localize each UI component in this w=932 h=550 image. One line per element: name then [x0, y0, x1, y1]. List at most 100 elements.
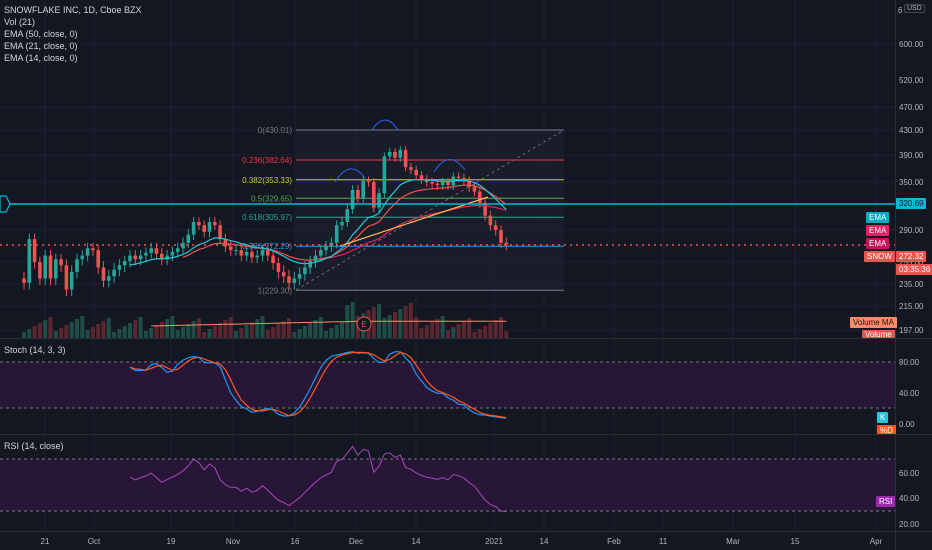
- fib-level-label: 0.5(329.65): [251, 194, 292, 203]
- rsi-axis-label: 40.00: [899, 494, 920, 503]
- volume-bar: [276, 324, 281, 338]
- volume-bar: [313, 320, 318, 338]
- candle-body: [244, 251, 249, 256]
- legend-volume[interactable]: Vol (21): [4, 17, 36, 27]
- earnings-marker-icon[interactable]: [356, 316, 372, 332]
- ema-21-tag: EMA: [866, 225, 890, 236]
- candle-body: [409, 167, 413, 170]
- symbol-tag: SNOW: [864, 251, 895, 262]
- volume-bar: [271, 327, 276, 338]
- volume-bar: [202, 332, 207, 338]
- volume-bar: [477, 329, 482, 338]
- volume-bar: [504, 331, 509, 338]
- candle-body: [69, 271, 74, 290]
- candle-body: [292, 278, 297, 283]
- volume-ma-tag: Volume MA: [850, 317, 897, 328]
- time-axis-label: 2021: [485, 537, 503, 546]
- stoch-k-tag: K: [877, 412, 889, 423]
- volume-bar: [334, 325, 339, 338]
- price-axis-top: 6: [898, 6, 903, 15]
- volume-bar: [435, 319, 440, 338]
- volume-bar: [446, 330, 450, 338]
- time-axis[interactable]: 21 Oct 19 Nov 16 Dec 14 2021 14 Feb 11 Mar 15 Apr: [41, 537, 883, 546]
- time-axis-label: 19: [167, 537, 176, 546]
- candle-body: [43, 255, 47, 279]
- candle-body: [260, 250, 265, 256]
- candle-body: [149, 248, 153, 253]
- volume-bar: [59, 328, 64, 338]
- fib-level-label: 0.786(272.29): [242, 242, 292, 251]
- candle-body: [350, 190, 355, 210]
- volume-bar: [287, 318, 291, 338]
- candle-body: [117, 265, 122, 270]
- legend-ema-21[interactable]: EMA (21, close, 0): [4, 41, 78, 51]
- ema-50-line: [320, 204, 507, 260]
- candle-body: [128, 255, 132, 262]
- volume-bar: [101, 321, 106, 338]
- candle-body: [165, 255, 169, 260]
- volume-bar: [318, 317, 323, 338]
- candle-body: [154, 248, 159, 254]
- volume-bar: [424, 325, 429, 338]
- candle-body: [372, 182, 376, 208]
- legend-ema-50[interactable]: EMA (50, close, 0): [4, 29, 78, 39]
- symbol-title[interactable]: SNOWFLAKE INC, 1D, Cboe BZX: [4, 5, 142, 15]
- volume-bar: [387, 315, 392, 338]
- candle-body: [223, 239, 228, 247]
- fib-level-label: 0.618(305.97): [242, 213, 292, 222]
- volume-bar: [218, 323, 223, 338]
- stoch-d-tag: %D: [877, 425, 896, 434]
- candle-body: [133, 255, 138, 260]
- stoch-axis-label: 40.00: [899, 389, 920, 398]
- candle-body: [276, 263, 281, 272]
- volume-bar: [32, 326, 37, 338]
- stoch-legend[interactable]: Stoch (14, 3, 3): [4, 345, 66, 355]
- currency-badge[interactable]: USD: [904, 4, 925, 13]
- volume-bar: [122, 326, 127, 338]
- trend-line[interactable]: [339, 196, 489, 247]
- volume-bar: [80, 316, 85, 338]
- volume-bar: [393, 312, 397, 338]
- legend-ema-14[interactable]: EMA (14, close, 0): [4, 53, 78, 63]
- price-axis-label: 350.00: [899, 178, 924, 187]
- candle-body: [64, 265, 69, 290]
- candle-body: [324, 246, 328, 251]
- volume-bar: [75, 319, 79, 338]
- fib-level-label: 0.382(353.33): [242, 176, 292, 185]
- price-axis[interactable]: 600.00 520.00 470.00 430.00 390.00 350.00 290.…: [899, 40, 924, 335]
- price-axis-label: 290.00: [899, 226, 924, 235]
- candle-body: [38, 262, 42, 279]
- price-axis-label: 197.00: [899, 326, 924, 335]
- candle-body: [366, 180, 371, 182]
- volume-bar: [37, 323, 42, 338]
- crosshair-price-tag: 320.69: [896, 198, 927, 209]
- ema-21-line: [182, 184, 507, 261]
- candle-body: [239, 250, 244, 256]
- rsi-tag: RSI: [876, 496, 896, 507]
- volume-bar: [165, 319, 170, 338]
- volume-bar: [408, 303, 413, 338]
- ema-14-line: [129, 179, 507, 266]
- candle-body: [398, 150, 403, 158]
- candle-body: [446, 182, 450, 186]
- candle-body: [207, 222, 212, 232]
- candle-body: [101, 267, 106, 281]
- candle-body: [181, 242, 185, 249]
- candle-body: [425, 179, 429, 182]
- candle-body: [382, 156, 387, 194]
- volume-bar: [488, 323, 493, 338]
- volume-bars: [22, 302, 509, 338]
- rsi-legend[interactable]: RSI (14, close): [4, 441, 64, 451]
- volume-bar: [228, 317, 233, 338]
- candle-body: [403, 150, 408, 168]
- drag-handle-icon[interactable]: [0, 195, 11, 213]
- rsi-axis-label: 20.00: [899, 520, 920, 529]
- candle-body: [175, 248, 180, 252]
- candle-body: [430, 182, 434, 184]
- volume-bar: [27, 329, 32, 338]
- volume-bar: [382, 318, 387, 338]
- volume-bar: [96, 324, 101, 338]
- candle-body: [75, 259, 79, 272]
- volume-bar: [181, 327, 185, 338]
